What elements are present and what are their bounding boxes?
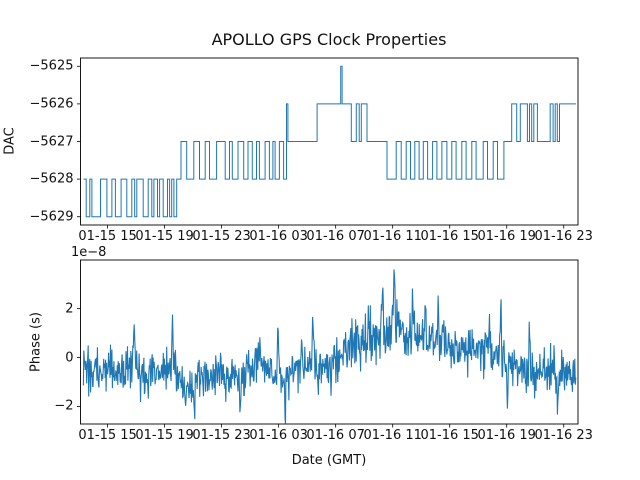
x-tick-label: 01-15 19: [135, 428, 194, 443]
x-tick-label: 01-15 19: [135, 229, 194, 244]
x-tick-label: 01-16 23: [534, 229, 593, 244]
x-tick-label: 01-16 11: [363, 229, 422, 244]
x-tick-label: 01-16 07: [306, 428, 365, 443]
y-tick-label: 0: [65, 350, 74, 366]
x-tick-label: 01-15 23: [192, 428, 251, 443]
x-tick-label: 01-16 23: [534, 428, 593, 443]
x-tick-label: 01-16 15: [420, 229, 479, 244]
x-tick-label: 01-15 23: [192, 229, 251, 244]
x-tick-label: 01-16 19: [477, 428, 536, 443]
x-tick-label: 01-15 15: [78, 428, 137, 443]
y-tick-label: −5628: [29, 171, 74, 187]
x-tick-label: 01-16 11: [363, 428, 422, 443]
y-tick-label: −2: [54, 398, 74, 414]
y-tick-label: −5626: [29, 96, 74, 112]
y-tick-label: −5627: [29, 134, 74, 149]
axes-spine: [80, 57, 579, 226]
x-axis-label-date: Date (GMT): [291, 453, 367, 468]
x-tick-label: 01-16 19: [477, 229, 536, 244]
x-tick-label: 01-16 15: [420, 428, 479, 443]
x-tick-label: 01-16 07: [306, 229, 365, 244]
y-tick-label: −5625: [29, 58, 74, 74]
x-tick-label: 01-16 03: [249, 229, 308, 244]
phase-series-line: [82, 269, 577, 424]
y-tick-label: 2: [65, 301, 74, 317]
figure-title: APOLLO GPS Clock Properties: [211, 30, 447, 49]
y-axis-label-dac: DAC: [2, 127, 18, 155]
x-tick-label: 01-16 03: [249, 428, 308, 443]
y-tick-label: −5629: [29, 209, 74, 225]
y-axis-label-phase: Phase (s): [28, 312, 44, 372]
axes-spine: [80, 259, 579, 425]
dac-series-line: [83, 65, 576, 218]
y-axis-offset-text: 1e−8: [71, 245, 107, 260]
x-tick-label: 01-15 15: [78, 229, 137, 244]
